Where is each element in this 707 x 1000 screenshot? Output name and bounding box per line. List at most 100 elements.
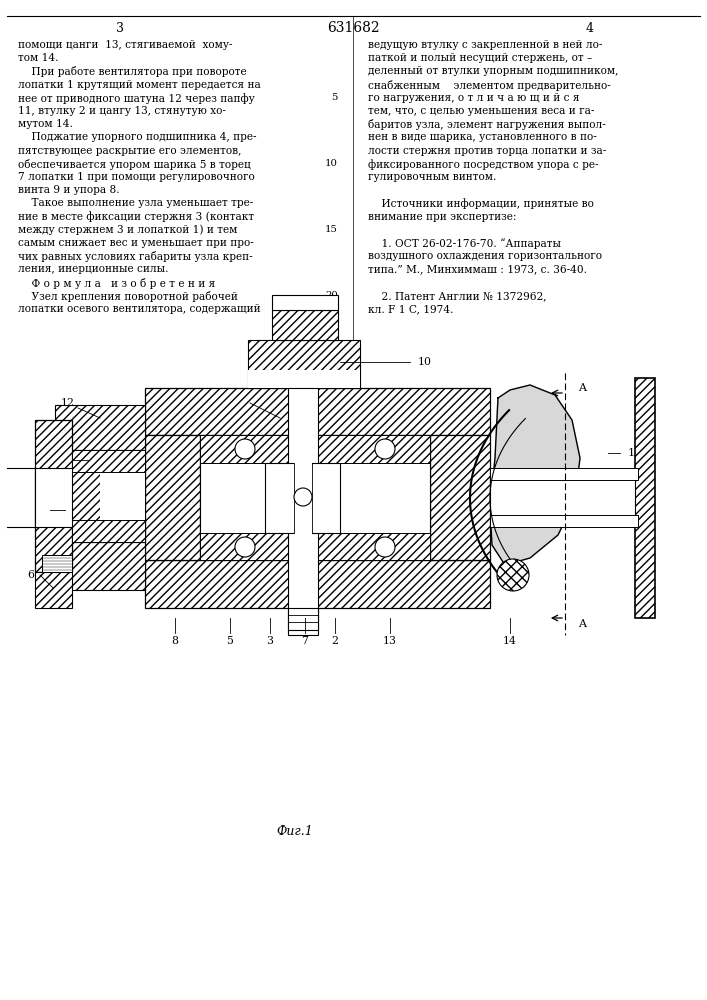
Text: ние в месте фиксации стержня 3 (контакт: ние в месте фиксации стержня 3 (контакт: [18, 212, 254, 222]
Polygon shape: [294, 435, 312, 608]
Text: чих равных условиях габариты узла креп-: чих равных условиях габариты узла креп-: [18, 251, 252, 262]
Text: снабженным    элементом предварительно-: снабженным элементом предварительно-: [368, 80, 611, 91]
Text: Источники информации, принятые во: Источники информации, принятые во: [368, 198, 594, 209]
Text: лопатки 1 крутящий момент передается на: лопатки 1 крутящий момент передается на: [18, 80, 261, 90]
Text: 3: 3: [267, 636, 274, 646]
Text: 8: 8: [172, 636, 178, 646]
Text: го нагружения, о т л и ч а ю щ и й с я: го нагружения, о т л и ч а ю щ и й с я: [368, 93, 580, 103]
Polygon shape: [288, 608, 318, 630]
Text: 6: 6: [27, 570, 34, 580]
Text: пятствующее раскрытие его элементов,: пятствующее раскрытие его элементов,: [18, 146, 241, 156]
Polygon shape: [145, 435, 200, 560]
Polygon shape: [265, 463, 340, 533]
Polygon shape: [490, 385, 580, 565]
Polygon shape: [35, 468, 72, 527]
Polygon shape: [35, 572, 72, 608]
Polygon shape: [272, 310, 338, 340]
Circle shape: [375, 439, 395, 459]
Text: 1: 1: [628, 448, 635, 458]
Text: Фиг.1: Фиг.1: [276, 825, 313, 838]
Polygon shape: [200, 435, 430, 463]
Text: фиксированного посредством упора с ре-: фиксированного посредством упора с ре-: [368, 159, 599, 170]
Polygon shape: [35, 420, 72, 572]
Text: 14: 14: [503, 636, 517, 646]
Polygon shape: [30, 358, 685, 830]
Text: A: A: [578, 619, 586, 629]
Text: нее от приводного шатуна 12 через папфу: нее от приводного шатуна 12 через папфу: [18, 93, 255, 104]
Text: 12: 12: [61, 398, 75, 408]
Text: 3: 3: [116, 21, 124, 34]
Text: 5: 5: [226, 636, 233, 646]
Polygon shape: [490, 515, 638, 527]
Text: 4: 4: [233, 392, 240, 402]
Polygon shape: [635, 378, 655, 618]
Text: паткой и полый несущий стержень, от –: паткой и полый несущий стержень, от –: [368, 53, 592, 63]
Circle shape: [375, 537, 395, 557]
Text: ления, инерционные силы.: ления, инерционные силы.: [18, 264, 168, 274]
Text: 10: 10: [418, 357, 432, 367]
Polygon shape: [288, 388, 318, 635]
Text: 11, втулку 2 и цангу 13, стянутую хо-: 11, втулку 2 и цангу 13, стянутую хо-: [18, 106, 226, 116]
Text: 10: 10: [325, 159, 338, 168]
Text: воздушного охлаждения горизонтального: воздушного охлаждения горизонтального: [368, 251, 602, 261]
Polygon shape: [42, 555, 72, 572]
Text: том 14.: том 14.: [18, 53, 59, 63]
Polygon shape: [72, 450, 100, 542]
Text: между стержнем 3 и лопаткой 1) и тем: между стержнем 3 и лопаткой 1) и тем: [18, 225, 238, 235]
Text: мутом 14.: мутом 14.: [18, 119, 73, 129]
Text: 20: 20: [325, 291, 338, 300]
Polygon shape: [145, 388, 490, 435]
Text: 5: 5: [332, 93, 338, 102]
Text: Поджатие упорного подшипника 4, пре-: Поджатие упорного подшипника 4, пре-: [18, 132, 257, 142]
Circle shape: [294, 488, 312, 506]
Polygon shape: [200, 435, 430, 560]
Polygon shape: [55, 405, 145, 450]
Polygon shape: [248, 340, 360, 388]
Text: лости стержня против торца лопатки и за-: лости стержня против торца лопатки и за-: [368, 146, 606, 156]
Text: обеспечивается упором шарика 5 в торец: обеспечивается упором шарика 5 в торец: [18, 159, 251, 170]
Polygon shape: [248, 370, 360, 388]
Polygon shape: [55, 542, 145, 590]
Circle shape: [497, 559, 529, 591]
Text: кл. F 1 C, 1974.: кл. F 1 C, 1974.: [368, 304, 453, 314]
Polygon shape: [72, 450, 145, 472]
Polygon shape: [145, 560, 490, 608]
Text: Узел крепления поворотной рабочей: Узел крепления поворотной рабочей: [18, 291, 238, 302]
Text: тем, что, с целью уменьшения веса и га-: тем, что, с целью уменьшения веса и га-: [368, 106, 595, 116]
Text: гулировочным винтом.: гулировочным винтом.: [368, 172, 496, 182]
Text: 2: 2: [332, 636, 339, 646]
Text: 13: 13: [383, 636, 397, 646]
Polygon shape: [490, 468, 638, 480]
Polygon shape: [72, 520, 145, 542]
Text: При работе вентилятора при повороте: При работе вентилятора при повороте: [18, 66, 247, 77]
Polygon shape: [200, 533, 430, 560]
Text: 631682: 631682: [327, 21, 380, 35]
Circle shape: [235, 537, 255, 557]
Text: 15: 15: [325, 225, 338, 234]
Text: 9: 9: [39, 505, 45, 515]
Text: 11: 11: [69, 448, 83, 458]
Text: 2. Патент Англии № 1372962,: 2. Патент Англии № 1372962,: [368, 291, 547, 301]
Polygon shape: [100, 472, 145, 520]
Text: Такое выполнение узла уменьшает тре-: Такое выполнение узла уменьшает тре-: [18, 198, 253, 208]
Polygon shape: [490, 472, 635, 525]
Text: лопатки осевого вентилятора, содержащий: лопатки осевого вентилятора, содержащий: [18, 304, 261, 314]
Text: ведущую втулку с закрепленной в ней ло-: ведущую втулку с закрепленной в ней ло-: [368, 40, 602, 50]
Text: 7: 7: [302, 636, 308, 646]
Text: винта 9 и упора 8.: винта 9 и упора 8.: [18, 185, 119, 195]
Text: помощи цанги  13, стягиваемой  хому-: помощи цанги 13, стягиваемой хому-: [18, 40, 233, 50]
Text: 4: 4: [586, 21, 594, 34]
Text: нен в виде шарика, установленного в по-: нен в виде шарика, установленного в по-: [368, 132, 597, 142]
Polygon shape: [430, 435, 490, 560]
Text: 7 лопатки 1 при помощи регулировочного: 7 лопатки 1 при помощи регулировочного: [18, 172, 255, 182]
Text: A: A: [578, 383, 586, 393]
Text: внимание при экспертизе:: внимание при экспертизе:: [368, 212, 517, 222]
Text: типа.” М., Минхиммаш : 1973, с. 36-40.: типа.” М., Минхиммаш : 1973, с. 36-40.: [368, 264, 587, 274]
Text: баритов узла, элемент нагружения выпол-: баритов узла, элемент нагружения выпол-: [368, 119, 606, 130]
Circle shape: [235, 439, 255, 459]
Polygon shape: [72, 450, 145, 542]
Text: самым снижает вес и уменьшает при про-: самым снижает вес и уменьшает при про-: [18, 238, 254, 248]
Polygon shape: [272, 295, 338, 310]
Text: 1. ОСТ 26-02-176-70. “Аппараты: 1. ОСТ 26-02-176-70. “Аппараты: [368, 238, 561, 249]
Text: Ф о р м у л а   и з о б р е т е н и я: Ф о р м у л а и з о б р е т е н и я: [18, 278, 215, 289]
